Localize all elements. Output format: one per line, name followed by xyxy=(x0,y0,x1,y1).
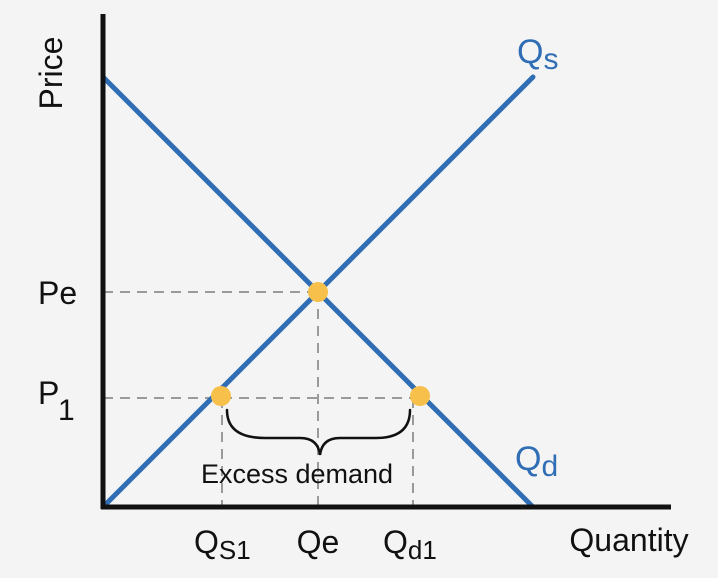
supply-point-p1 xyxy=(211,386,231,406)
x-tick-qs1-main: Q xyxy=(194,524,219,560)
demand-point-p1 xyxy=(410,386,430,406)
y-tick-pe: Pe xyxy=(38,275,77,311)
y-tick-p1-sub: 1 xyxy=(58,394,75,427)
demand-curve-label-main: Q xyxy=(515,440,541,478)
y-tick-p1-main: P xyxy=(38,375,59,411)
x-tick-qd1-sub: d1 xyxy=(408,535,437,565)
x-tick-qe-main: Qe xyxy=(297,524,340,560)
x-tick-qd1: Qd1 xyxy=(383,524,437,565)
excess-demand-brace xyxy=(225,408,412,456)
y-tick-pe-main: Pe xyxy=(38,275,77,311)
excess-demand-label: Excess demand xyxy=(201,459,393,489)
x-tick-qs1-sub: S1 xyxy=(219,535,251,565)
y-axis-label: Price xyxy=(33,37,69,110)
x-tick-qe: Qe xyxy=(297,524,340,560)
x-tick-qd1-main: Q xyxy=(383,524,408,560)
x-axis-label: Quantity xyxy=(569,522,688,558)
equilibrium-point xyxy=(308,282,328,302)
supply-curve-label-sub: s xyxy=(543,43,558,76)
demand-curve-label: Qd xyxy=(515,440,558,483)
x-tick-qs1: QS1 xyxy=(194,524,251,565)
supply-curve-label: Qs xyxy=(517,33,558,76)
y-tick-p1: P1 xyxy=(38,375,75,427)
demand-curve-label-sub: d xyxy=(541,450,558,483)
supply-curve-label-main: Q xyxy=(517,33,543,71)
